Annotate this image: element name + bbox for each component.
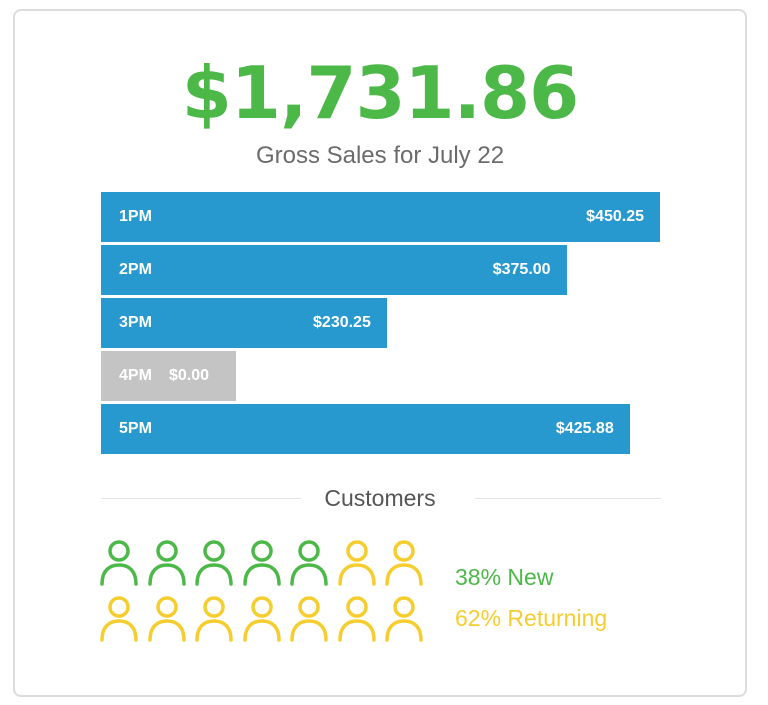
bar-2pm: 2PM $375.00 <box>101 245 567 295</box>
bar-value-label: $375.00 <box>492 261 551 278</box>
bar-hour-label: 5PM <box>119 420 152 437</box>
bar-value-label: $425.88 <box>555 420 614 437</box>
person-icon <box>242 595 282 643</box>
bar-value-label: $230.25 <box>313 314 371 331</box>
customer-icon-grid <box>99 539 429 647</box>
bar-value-label: $450.25 <box>586 208 644 225</box>
person-icon <box>384 539 424 587</box>
bar-hour-label: 3PM <box>119 314 152 331</box>
returning-customers-label: 62% Returning <box>455 605 608 631</box>
divider-right <box>475 498 661 499</box>
person-icon <box>242 539 282 587</box>
bar-hour-label: 4PM <box>119 367 152 384</box>
bar-hour-label: 1PM <box>119 208 152 225</box>
new-customers-label: 38% New <box>455 564 554 590</box>
person-icon <box>147 595 187 643</box>
person-icon <box>147 539 187 587</box>
bar-1pm: 1PM $450.25 <box>101 192 660 242</box>
sales-summary-card: $1,731.86 Gross Sales for July 22 1PM $45… <box>13 9 747 697</box>
person-icon <box>194 539 234 587</box>
person-icon <box>289 595 329 643</box>
bar-hour-label: 2PM <box>119 261 152 278</box>
divider-left <box>101 498 301 499</box>
gross-sales-total: $1,731.86 <box>181 51 579 135</box>
gross-sales-subtitle: Gross Sales for July 22 <box>255 142 505 169</box>
person-icon <box>194 595 234 643</box>
bar-5pm: 5PM $425.88 <box>101 404 630 454</box>
person-icon <box>337 595 377 643</box>
bar-value-label: $0.00 <box>169 367 210 384</box>
hourly-sales-chart: 1PM $450.25 2PM $375.00 3PM $230.25 4PM $0.00 5P… <box>101 192 662 456</box>
person-icon <box>99 539 139 587</box>
person-icon <box>289 539 329 587</box>
person-icon <box>99 595 139 643</box>
bar-3pm: 3PM $230.25 <box>101 298 387 348</box>
customers-title: Customers <box>324 485 436 511</box>
bar-4pm: 4PM $0.00 <box>101 351 236 401</box>
person-icon <box>337 539 377 587</box>
person-icon <box>384 595 424 643</box>
